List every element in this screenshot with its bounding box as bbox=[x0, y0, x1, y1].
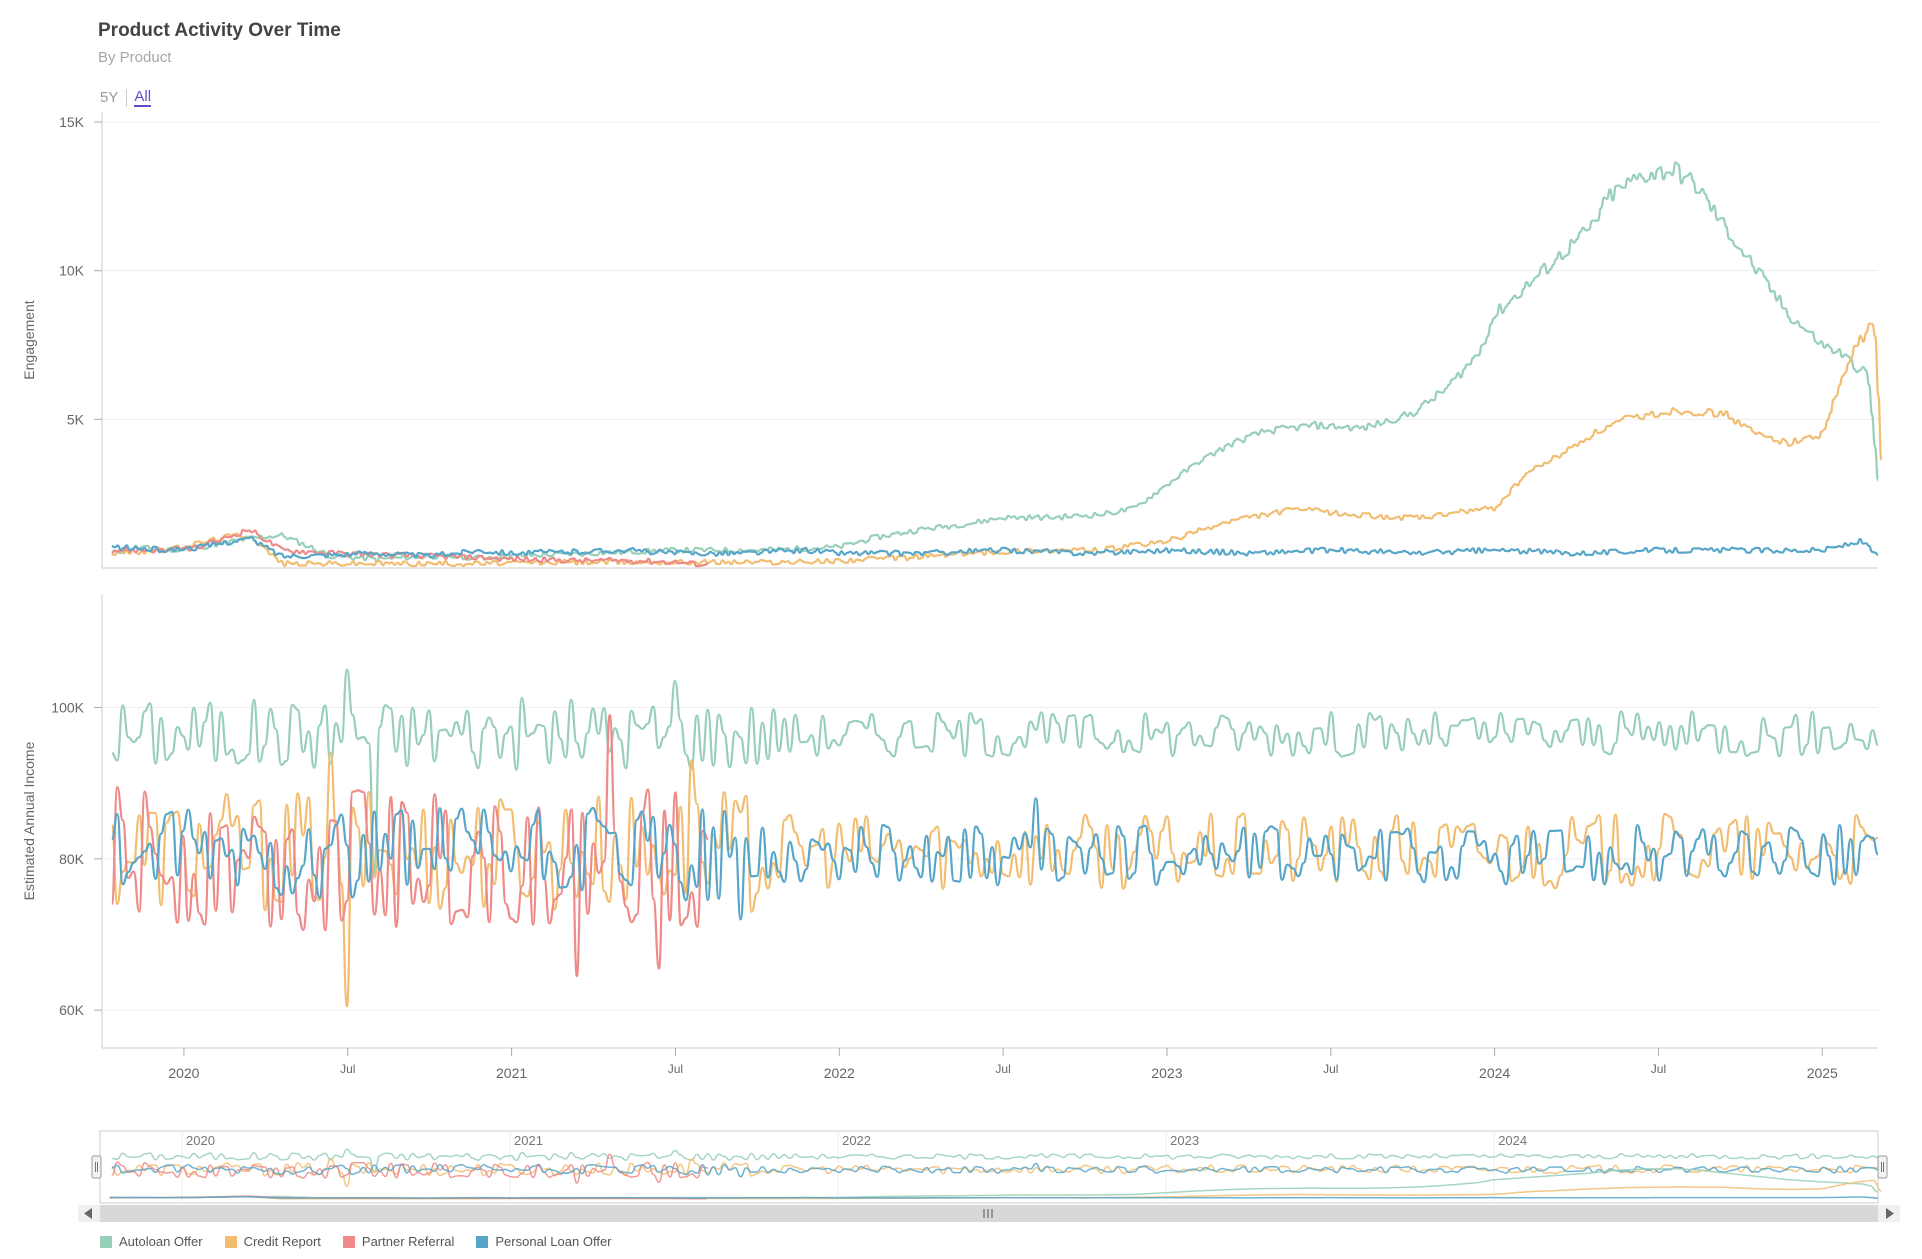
legend-item-autoloan[interactable]: Autoloan Offer bbox=[100, 1234, 203, 1249]
x-tick-label: Jul bbox=[668, 1062, 683, 1076]
navigator-series-autoloan-offer bbox=[111, 1148, 1879, 1173]
legend-item-personal[interactable]: Personal Loan Offer bbox=[476, 1234, 612, 1249]
legend-swatch-autoloan bbox=[100, 1235, 112, 1248]
x-tick-label: 2023 bbox=[1151, 1065, 1182, 1081]
navigator-year-label: 2023 bbox=[1170, 1133, 1199, 1148]
scrollbar-thumb[interactable] bbox=[100, 1205, 1878, 1222]
legend-item-credit[interactable]: Credit Report bbox=[224, 1234, 321, 1249]
legend-item-partner[interactable]: Partner Referral bbox=[342, 1234, 455, 1249]
income-ylabel: Estimated Annual Income bbox=[21, 741, 37, 900]
range-5y-button[interactable]: 5Y bbox=[100, 89, 119, 106]
income-series-partner-referral bbox=[110, 713, 709, 978]
range-selector: 5Y All bbox=[100, 88, 152, 107]
legend-label-personal: Personal Loan Offer bbox=[495, 1234, 612, 1249]
navigator-year-label: 2020 bbox=[186, 1133, 215, 1148]
navigator-left-handle[interactable] bbox=[91, 1155, 102, 1179]
legend-label-partner: Partner Referral bbox=[361, 1234, 455, 1249]
range-all-button[interactable]: All bbox=[134, 88, 152, 107]
engagement-ytick-label: 5K bbox=[67, 411, 85, 427]
income-ytick-label: 100K bbox=[51, 700, 84, 716]
income-ytick-label: 80K bbox=[59, 851, 85, 867]
x-tick-label: Jul bbox=[1651, 1062, 1666, 1076]
engagement-ylabel: Engagement bbox=[21, 300, 37, 380]
legend: Autoloan Offer Credit Report Partner Ref… bbox=[100, 1234, 612, 1249]
x-tick-label: 2024 bbox=[1479, 1065, 1510, 1081]
chart-subtitle: By Product bbox=[98, 49, 172, 66]
x-tick-label: Jul bbox=[1323, 1062, 1338, 1076]
legend-label-credit: Credit Report bbox=[243, 1234, 321, 1249]
navigator-year-label: 2022 bbox=[842, 1133, 871, 1148]
legend-swatch-credit bbox=[224, 1235, 237, 1248]
navigator-right-handle[interactable] bbox=[1877, 1155, 1888, 1179]
engagement-series-autoloan-offer bbox=[111, 161, 1880, 563]
engagement-series-credit-report bbox=[111, 322, 1883, 568]
x-tick-label: 2021 bbox=[496, 1065, 527, 1081]
chart-title: Product Activity Over Time bbox=[98, 20, 341, 41]
engagement-series-personal-loan-offer bbox=[111, 535, 1879, 560]
navigator-engagement-personal-loan-offer bbox=[109, 1196, 1879, 1199]
income-series-credit-report bbox=[110, 751, 1879, 1008]
engagement-series-partner-referral bbox=[111, 528, 709, 568]
x-tick-label: 2020 bbox=[168, 1065, 199, 1081]
income-ytick-label: 60K bbox=[59, 1002, 85, 1018]
legend-label-autoloan: Autoloan Offer bbox=[119, 1234, 203, 1249]
navigator-series-personal-loan-offer bbox=[111, 1162, 1879, 1178]
scroll-right-arrow-icon[interactable] bbox=[1886, 1208, 1894, 1219]
x-tick-label: Jul bbox=[995, 1062, 1010, 1076]
engagement-ytick-label: 15K bbox=[59, 114, 85, 130]
navigator-year-label: 2024 bbox=[1498, 1133, 1527, 1148]
x-tick-label: 2022 bbox=[824, 1065, 855, 1081]
range-divider bbox=[126, 88, 128, 107]
scroll-left-arrow-icon[interactable] bbox=[84, 1208, 92, 1219]
legend-swatch-personal bbox=[476, 1235, 489, 1248]
engagement-ytick-label: 10K bbox=[59, 263, 85, 279]
x-tick-label: 2025 bbox=[1807, 1065, 1838, 1081]
x-tick-label: Jul bbox=[340, 1062, 355, 1076]
income-series-autoloan-offer bbox=[111, 668, 1879, 876]
navigator-year-label: 2021 bbox=[514, 1133, 543, 1148]
income-series-personal-loan-offer bbox=[110, 797, 1880, 921]
navigator-frame bbox=[99, 1130, 1879, 1204]
legend-swatch-partner bbox=[342, 1235, 355, 1248]
